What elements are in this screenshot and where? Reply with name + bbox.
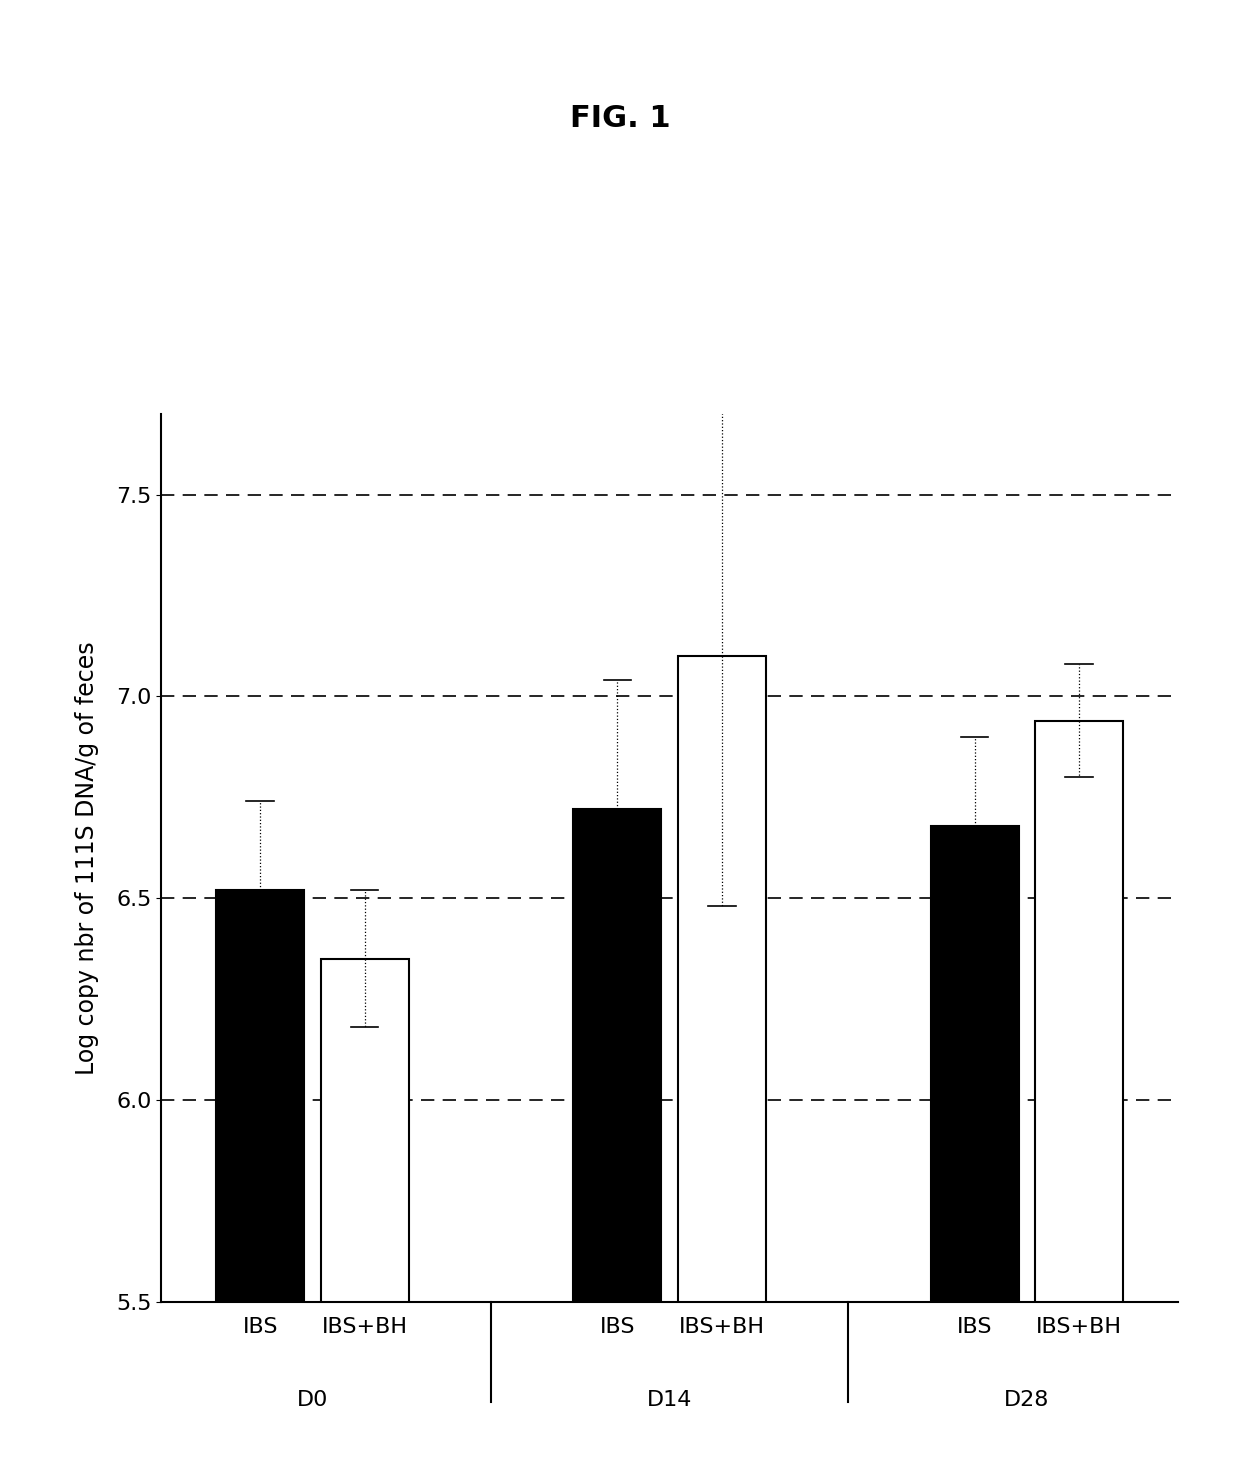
Bar [321, 958, 408, 1302]
Bar [678, 657, 766, 1302]
Text: D14: D14 [647, 1390, 692, 1411]
Y-axis label: Log copy nbr of 111S DNA/g of feces: Log copy nbr of 111S DNA/g of feces [76, 640, 99, 1075]
Text: D28: D28 [1004, 1390, 1049, 1411]
Text: D0: D0 [296, 1390, 329, 1411]
Bar [1035, 720, 1123, 1302]
Bar [216, 890, 304, 1302]
Text: FIG. 1: FIG. 1 [569, 104, 671, 133]
Bar [931, 825, 1018, 1302]
Bar [573, 809, 661, 1302]
